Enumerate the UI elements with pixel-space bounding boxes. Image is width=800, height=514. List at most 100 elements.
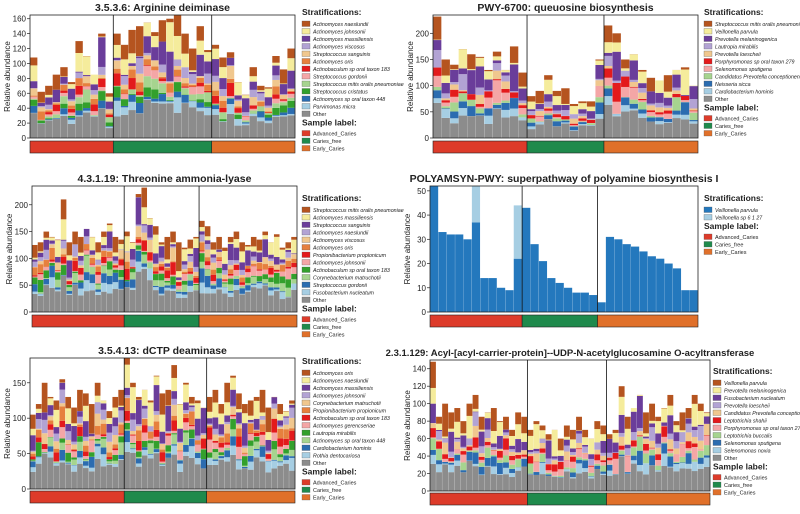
bar-segment: [698, 404, 704, 411]
bar-segment: [89, 457, 95, 468]
bar-segment: [136, 97, 143, 103]
bar-segment: [224, 415, 230, 421]
bar-segment-other: [204, 115, 211, 138]
bar-segment: [181, 95, 188, 103]
bar-segment: [518, 100, 526, 103]
bar-segment: [95, 396, 101, 402]
bar-segment: [205, 261, 211, 265]
bar-segment-other: [95, 295, 101, 312]
bar-segment: [704, 435, 710, 436]
bar-segment: [153, 235, 159, 254]
bar-segment: [234, 232, 240, 239]
bar-segment: [165, 445, 171, 451]
bar-segment-0: [514, 259, 522, 312]
bar-segment: [177, 443, 183, 451]
bar-segment: [578, 114, 586, 116]
bar-segment-other: [661, 466, 667, 491]
bar-segment: [90, 283, 96, 290]
bar-segment: [245, 283, 251, 285]
bar-segment: [38, 242, 44, 251]
bar-segment: [144, 97, 151, 99]
bar-segment: [564, 469, 570, 471]
bar-segment: [553, 91, 561, 96]
bar-segment: [65, 462, 71, 463]
bar-segment: [254, 419, 260, 430]
bar-segment: [78, 237, 84, 253]
bar-segment: [199, 227, 205, 231]
bar-segment: [44, 284, 50, 285]
bar-segment: [257, 262, 263, 263]
sample-strip-Advanced_Caries: [30, 141, 113, 153]
bar-segment: [473, 426, 479, 437]
bar-segment: [213, 434, 219, 440]
bar-segment: [49, 244, 55, 245]
bar-segment: [171, 405, 177, 416]
legend-item-label: Actinobaculum sp oral taxon 183: [312, 268, 390, 274]
bar-segment-other: [83, 468, 89, 489]
bar-segment-other: [607, 476, 613, 491]
bar-segment: [205, 240, 211, 244]
bar-segment: [106, 97, 113, 102]
bar-segment: [544, 109, 552, 111]
bar-segment: [442, 93, 450, 98]
bar-segment: [430, 388, 436, 404]
bar-segment-other: [637, 471, 643, 491]
bar-segment: [268, 282, 274, 287]
legend: Stratifications:Veillonella parvulaPrevo…: [713, 366, 800, 497]
bar-segment: [576, 457, 582, 459]
legend-item-label: Prevotella loescheii: [715, 52, 761, 58]
bar-segment: [254, 401, 260, 419]
legend-swatch: [302, 290, 310, 296]
legend-swatch: [704, 89, 712, 95]
bar-segment: [71, 460, 77, 465]
bar-segment: [576, 460, 582, 464]
bar-segment: [600, 460, 606, 462]
bar-segment: [582, 468, 588, 472]
bar-segment: [136, 426, 142, 430]
y-tick-label: 120: [13, 45, 27, 54]
bar-segment: [497, 451, 503, 458]
bar-segment: [460, 451, 466, 455]
bar-segment: [245, 266, 251, 269]
bar-segment: [91, 75, 98, 85]
bar-segment: [527, 463, 533, 473]
bar-segment: [165, 259, 171, 263]
bar-segment: [476, 95, 484, 104]
bar-segment: [106, 109, 113, 113]
bar-segment: [540, 462, 546, 463]
bar-segment: [272, 103, 279, 108]
bar-segment: [680, 412, 686, 430]
bar-segment: [224, 448, 230, 450]
legend-swatch: [713, 395, 721, 401]
bar-segment: [45, 116, 52, 118]
legend-swatch: [704, 96, 712, 102]
bar-segment-other: [287, 115, 294, 138]
bar-segment: [89, 440, 95, 452]
bar-segment: [128, 63, 135, 66]
bar-segment: [533, 453, 539, 461]
bar-segment: [576, 434, 582, 443]
bar-segment: [643, 412, 649, 433]
bar-segment: [71, 451, 77, 457]
bar-segment: [251, 237, 257, 246]
bar-segment: [476, 109, 484, 114]
legend-item-label: Cardiobacterium hominis: [715, 90, 774, 96]
legend-item-label: Porphyromonas sp oral taxon 279: [715, 60, 795, 66]
bar-segment-other: [118, 289, 124, 312]
bar-segment: [285, 252, 291, 258]
bar-segment: [680, 463, 686, 469]
bar-segment: [436, 460, 442, 464]
bar-segment: [686, 441, 692, 448]
bar-segment-0: [581, 293, 589, 312]
bar-segment-0: [539, 261, 547, 312]
bar-segment: [540, 448, 546, 452]
bar-segment: [260, 424, 266, 432]
bar-segment: [60, 91, 67, 93]
bar-segment: [170, 261, 176, 262]
bar-segment: [83, 56, 90, 75]
bar-segment: [124, 358, 130, 365]
bar-segment: [224, 402, 230, 415]
bar-segment: [195, 458, 201, 464]
bar-segment: [38, 257, 44, 261]
bar-segment: [236, 428, 242, 436]
